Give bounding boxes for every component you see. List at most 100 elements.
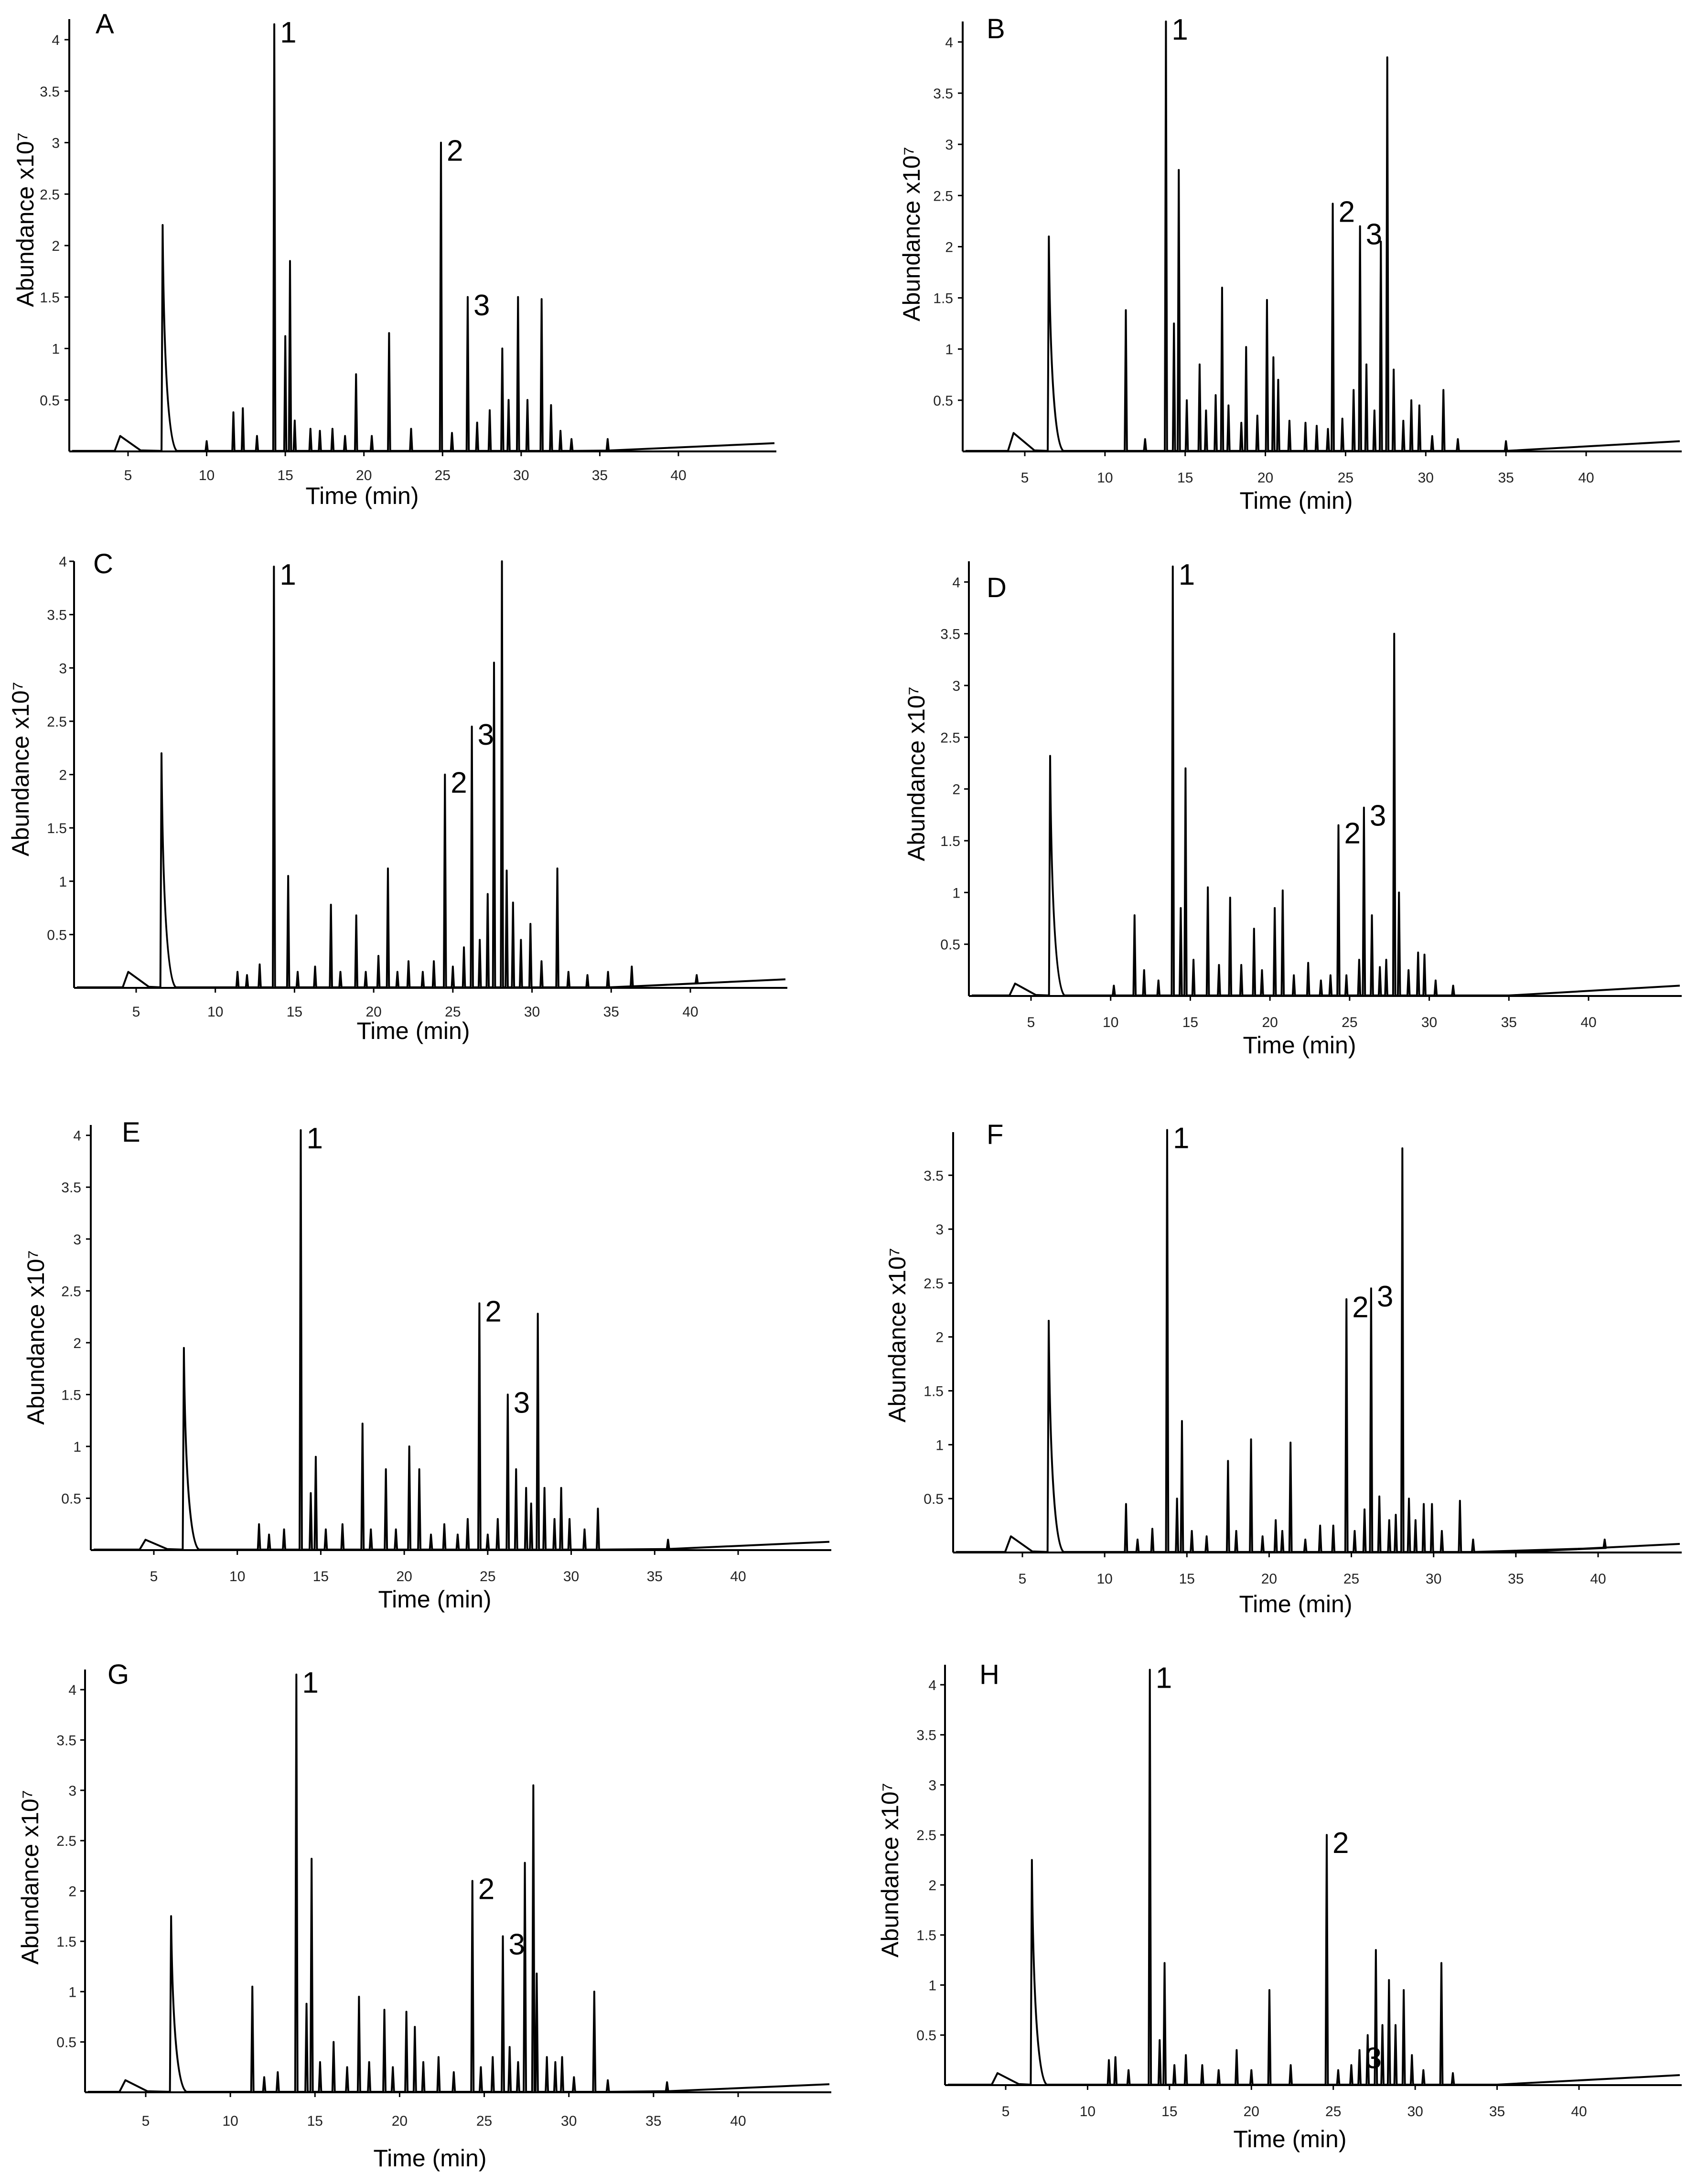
x-axis-title: Time (min) <box>356 1017 470 1044</box>
chromatogram-trace <box>948 1669 1680 2086</box>
x-tick-label: 10 <box>1103 1015 1118 1030</box>
x-tick-label: 5 <box>1002 2104 1010 2120</box>
x-tick-label: 40 <box>730 2113 746 2129</box>
x-tick-label: 25 <box>1325 2104 1341 2120</box>
peak-label: 1 <box>302 1667 318 1700</box>
y-tick-label: 1.5 <box>56 1934 76 1950</box>
y-tick-label: 1.5 <box>40 290 60 306</box>
y-tick-label: 2.5 <box>924 1276 944 1292</box>
x-tick-label: 35 <box>592 468 608 483</box>
x-tick-label: 30 <box>513 468 529 483</box>
y-tick-label: 3.5 <box>56 1733 76 1749</box>
panel-b: B Time (min) Abundance x10⁷ 5 10 15 20 25 30 3… <box>898 13 1682 514</box>
peak-label: 3 <box>1366 218 1382 251</box>
chromatogram-trace <box>972 565 1680 996</box>
x-tick-label: 30 <box>1426 1571 1441 1587</box>
x-tick-label: 40 <box>1578 470 1594 486</box>
x-tick-label: 20 <box>365 1004 381 1020</box>
x-axis-title: Time (min) <box>373 2145 486 2172</box>
y-tick-label: 3.5 <box>47 608 67 623</box>
y-tick-label: 3.5 <box>940 627 960 642</box>
y-tick-label: 3.5 <box>933 86 953 102</box>
y-tick-label: 4 <box>945 35 953 51</box>
x-tick-label: 15 <box>1182 1015 1198 1030</box>
y-tick-label: 4 <box>73 1128 81 1144</box>
peak-label: 2 <box>1339 195 1355 228</box>
y-tick-label: 2.5 <box>56 1833 76 1849</box>
panel-e: E Time (min) Abundance x10⁷ 5 10 15 20 25 30 3… <box>22 1117 831 1613</box>
x-tick-label: 30 <box>1421 1015 1437 1030</box>
x-tick-label: 20 <box>356 468 372 483</box>
y-tick-label: 0.5 <box>940 937 960 953</box>
chromatogram-trace <box>94 1129 830 1551</box>
y-tick-label: 2.5 <box>916 1828 936 1843</box>
x-tick-label: 25 <box>476 2113 492 2129</box>
x-tick-label: 35 <box>1501 1015 1517 1030</box>
y-tick-label: 1 <box>952 885 960 901</box>
y-tick-label: 3 <box>68 1783 76 1799</box>
y-tick-label: 2 <box>59 768 67 783</box>
panel-g: G Time (min) Abundance x10⁷ 5 10 15 20 25 30 3… <box>17 1659 831 2172</box>
y-axis-title: Abundance x10⁷ <box>903 686 930 861</box>
y-axis-title: Abundance x10⁷ <box>7 682 34 856</box>
peak-label: 1 <box>1173 1122 1189 1155</box>
y-tick-label: 2 <box>68 1884 76 1900</box>
y-axis-title: Abundance x10⁷ <box>22 1250 49 1425</box>
y-tick-label: 0.5 <box>47 927 67 943</box>
x-tick-label: 10 <box>1097 470 1113 486</box>
peak-label: 1 <box>1179 558 1195 591</box>
x-tick-label: 5 <box>1019 1571 1027 1587</box>
x-tick-label: 15 <box>1179 1571 1195 1587</box>
x-axis-title: Time (min) <box>1233 2126 1346 2152</box>
x-tick-label: 15 <box>313 1569 329 1584</box>
y-tick-label: 2.5 <box>933 188 953 204</box>
x-tick-label: 15 <box>307 2113 323 2129</box>
y-tick-label: 0.5 <box>61 1491 81 1507</box>
y-axis-title: Abundance x10⁷ <box>898 147 925 321</box>
y-axis-title: Abundance x10⁷ <box>12 132 39 307</box>
y-tick-label: 3 <box>52 136 60 151</box>
x-tick-label: 25 <box>1343 1571 1359 1587</box>
y-tick-label: 1 <box>945 342 953 358</box>
x-tick-label: 20 <box>392 2113 408 2129</box>
x-axis-title: Time (min) <box>1243 1032 1356 1059</box>
y-tick-label: 4 <box>928 1678 936 1693</box>
x-tick-label: 40 <box>1571 2104 1587 2120</box>
peak-label: 3 <box>509 1928 525 1961</box>
x-tick-label: 10 <box>1096 1571 1112 1587</box>
x-tick-label: 40 <box>670 468 686 483</box>
x-tick-label: 10 <box>229 1569 245 1584</box>
y-tick-label: 0.5 <box>40 393 60 408</box>
x-tick-label: 25 <box>1338 470 1353 486</box>
peak-label: 1 <box>279 558 296 591</box>
y-tick-label: 4 <box>952 575 960 590</box>
x-tick-label: 25 <box>445 1004 461 1020</box>
y-tick-label: 1 <box>73 1439 81 1455</box>
panel-d: D Time (min) Abundance x10⁷ 5 10 15 20 25 30 3… <box>903 558 1682 1059</box>
x-tick-label: 40 <box>1590 1571 1606 1587</box>
y-tick-label: 2 <box>935 1330 944 1346</box>
panel-h: H Time (min) Abundance x10⁷ 5 10 15 20 25 30 3… <box>877 1659 1682 2152</box>
x-tick-label: 5 <box>132 1004 140 1020</box>
panel-a: A Time (min) Abundance x10⁷ 5 10 15 20 25 30 3… <box>12 9 776 509</box>
y-tick-label: 2 <box>73 1336 81 1351</box>
peak-label: 2 <box>1344 817 1361 850</box>
x-tick-label: 30 <box>563 1569 579 1584</box>
y-tick-label: 3.5 <box>924 1168 944 1184</box>
y-axis-title: Abundance x10⁷ <box>877 1783 903 1958</box>
y-tick-label: 1 <box>935 1437 944 1453</box>
peak-label: 1 <box>1171 13 1188 46</box>
y-tick-label: 1 <box>928 1978 936 1993</box>
y-tick-label: 4 <box>68 1682 76 1698</box>
chromatogram-trace <box>72 23 775 452</box>
chromatogram-trace <box>88 1673 830 2093</box>
x-tick-label: 15 <box>287 1004 302 1020</box>
peak-label: 3 <box>514 1386 530 1419</box>
x-axis-title: Time (min) <box>305 482 419 509</box>
y-tick-label: 1.5 <box>940 834 960 849</box>
x-tick-label: 10 <box>207 1004 223 1020</box>
x-tick-label: 35 <box>1498 470 1514 486</box>
x-tick-label: 30 <box>524 1004 540 1020</box>
x-tick-label: 25 <box>435 468 451 483</box>
x-tick-label: 5 <box>124 468 132 483</box>
